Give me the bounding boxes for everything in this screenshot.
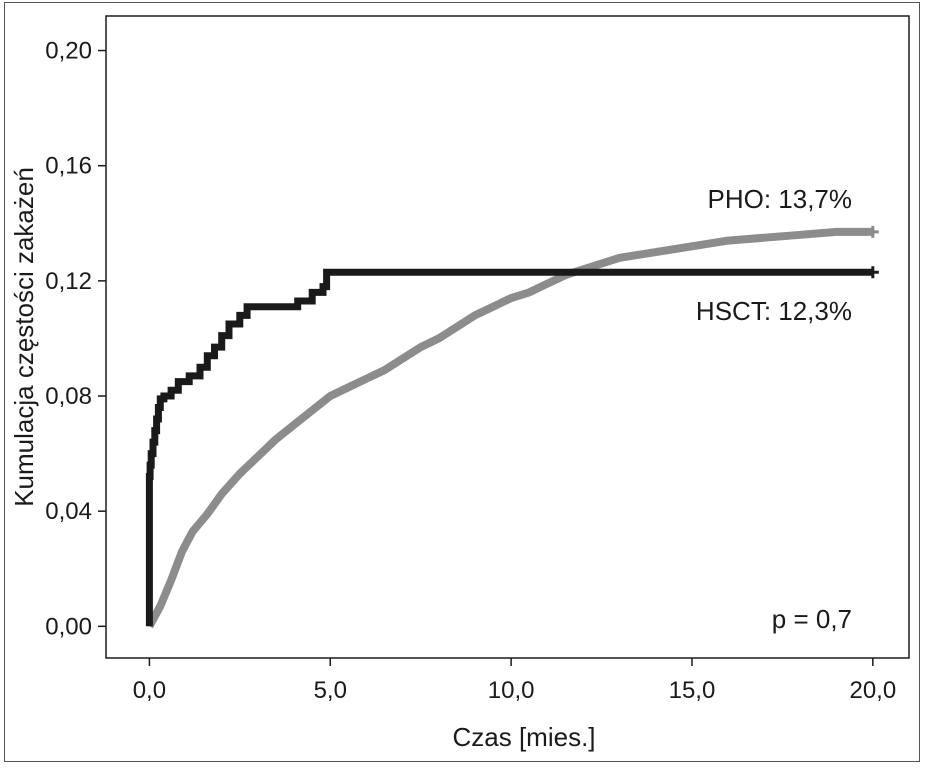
series-line-hsct bbox=[145, 268, 873, 627]
y-axis-label: Kumulacja częstości zakażeń bbox=[9, 167, 39, 507]
p-value-label: p = 0,7 bbox=[772, 604, 852, 634]
y-tick-label: 0,20 bbox=[45, 38, 92, 65]
figure-frame bbox=[4, 2, 920, 762]
hsct-end-label: HSCT: 12,3% bbox=[696, 296, 852, 326]
x-axis: 0,0 5,0 10,0 15,0 20,0 bbox=[133, 658, 896, 704]
series-line-pho bbox=[145, 227, 873, 629]
x-tick-label: 10,0 bbox=[488, 677, 535, 704]
series-layer bbox=[145, 225, 879, 629]
y-tick-label: 0,04 bbox=[45, 498, 92, 525]
y-tick-label: 0,16 bbox=[45, 153, 92, 180]
x-tick-label: 0,0 bbox=[133, 677, 166, 704]
plot-area bbox=[105, 15, 910, 659]
y-tick-label: 0,08 bbox=[45, 383, 92, 410]
x-tick-label: 5,0 bbox=[314, 677, 347, 704]
censor-mark-pho bbox=[866, 225, 879, 238]
y-tick-label: 0,00 bbox=[45, 613, 92, 640]
y-axis: 0,00 0,04 0,08 0,12 0,16 0,20 bbox=[45, 38, 106, 640]
x-axis-label: Czas [mies.] bbox=[452, 722, 595, 752]
x-tick-label: 15,0 bbox=[669, 677, 716, 704]
pho-end-label: PHO: 13,7% bbox=[707, 184, 852, 214]
censor-mark-hsct bbox=[866, 266, 879, 279]
y-tick-label: 0,12 bbox=[45, 268, 92, 295]
x-tick-label: 20,0 bbox=[849, 677, 896, 704]
